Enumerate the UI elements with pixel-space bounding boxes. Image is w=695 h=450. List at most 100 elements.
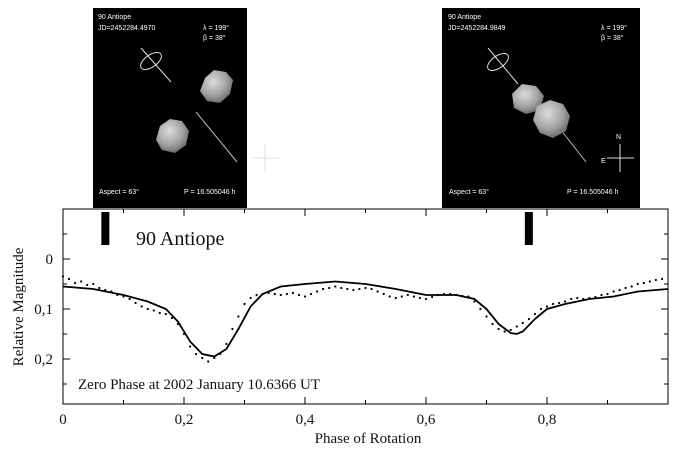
observation-point [74, 281, 77, 285]
observation-point [122, 295, 125, 298]
observation-point [86, 283, 89, 287]
compass-icon: N E [252, 134, 279, 172]
observation-point [219, 352, 222, 356]
compass-icon: N E [601, 134, 634, 172]
observation-point [340, 286, 343, 290]
observation-point [158, 311, 161, 315]
observation-point [285, 292, 288, 296]
panel-object-name: 90 Antiope [98, 14, 131, 21]
observation-point [533, 312, 537, 316]
model-panel-right: 90 Antiope JD=2452284.9849 λ = 199° β = … [442, 8, 640, 208]
observation-point [279, 293, 282, 297]
observation-point [485, 315, 488, 318]
observation-point [449, 292, 452, 296]
compass-north-label: N [616, 134, 621, 141]
observation-point [570, 297, 573, 301]
panel-julian-date: JD=2452284.9849 [448, 25, 506, 32]
binary-orbit-axis [560, 129, 587, 163]
observation-point [642, 281, 645, 285]
observation-point [606, 292, 609, 296]
compass-north-label: N [262, 134, 267, 141]
observation-point [576, 296, 579, 300]
observation-point [558, 301, 561, 305]
observation-point [116, 293, 119, 297]
observation-point [618, 288, 621, 292]
axis-ticks [62, 209, 668, 404]
observation-point [443, 292, 446, 296]
observation-point [431, 295, 434, 299]
observation-point [267, 291, 270, 295]
observation-point [170, 316, 173, 320]
observation-point [545, 305, 549, 308]
observation-point [189, 345, 192, 348]
observation-point [322, 287, 325, 291]
observation-point [497, 327, 500, 331]
observation-point [479, 307, 482, 311]
observation-point [346, 287, 349, 291]
observation-point [624, 286, 627, 290]
observation-point [104, 288, 107, 292]
observation-point [382, 292, 385, 296]
observation-point [509, 328, 512, 332]
observation-point [612, 290, 615, 293]
observation-point [521, 321, 524, 325]
observation-point [600, 293, 603, 297]
observation-point [582, 297, 585, 301]
asteroid-component-icon [156, 119, 189, 153]
observation-point [527, 317, 531, 321]
observation-point [630, 285, 633, 288]
observation-point [455, 293, 458, 297]
asteroid-component-icon [512, 84, 544, 114]
panel-lambda: λ = 199° [601, 24, 627, 32]
observation-point [515, 325, 518, 328]
panel-lambda: λ = 199° [203, 24, 229, 32]
asteroid-component-icon [533, 100, 570, 138]
observation-point [358, 287, 361, 291]
phase-marker [524, 212, 533, 245]
observation-point [412, 295, 415, 298]
observation-point [551, 302, 555, 306]
observation-point [140, 305, 143, 308]
observation-point [491, 322, 494, 326]
observation-point [648, 280, 652, 283]
observation-point [261, 292, 264, 296]
observation-point [660, 277, 664, 281]
observation-point [249, 296, 252, 300]
observation-point [376, 290, 379, 293]
binary-orbit-axis [195, 111, 238, 163]
observation-point [92, 282, 95, 286]
observation-point [176, 322, 179, 326]
observation-point [418, 296, 421, 300]
observation-point [636, 282, 639, 286]
observation-point [128, 297, 131, 301]
observation-point [237, 315, 240, 318]
panel-beta: β = 38° [203, 34, 226, 42]
observation-point [291, 291, 294, 295]
zero-phase-annotation: Zero Phase at 2002 January 10.6366 UT [78, 377, 320, 393]
observation-point [370, 287, 373, 291]
observation-point [539, 307, 543, 311]
observation-point [297, 293, 301, 297]
observation-point [134, 301, 137, 305]
observation-point [146, 307, 149, 311]
y-tick-label: 0,1 [34, 302, 53, 318]
asteroid-component-icon [200, 70, 233, 103]
observation-point [110, 290, 113, 293]
observation-point [588, 296, 591, 300]
observation-point [400, 295, 403, 298]
observation-point [352, 288, 355, 292]
observation-point [364, 286, 367, 290]
phase-marker [101, 212, 110, 245]
observation-point [61, 275, 65, 278]
observation-point [406, 293, 409, 297]
observation-point [328, 286, 331, 290]
x-tick-label: 0 [59, 412, 67, 428]
observation-point [303, 295, 307, 298]
observation-point [309, 292, 313, 296]
observation-point [80, 280, 83, 283]
observation-point [461, 294, 464, 298]
observation-point [225, 342, 228, 346]
x-tick-label: 0,6 [417, 412, 436, 428]
tick-labels: 0 0,2 0,4 0,6 0,8 0 0,1 0,2 [34, 252, 556, 428]
observation-point [182, 332, 186, 336]
